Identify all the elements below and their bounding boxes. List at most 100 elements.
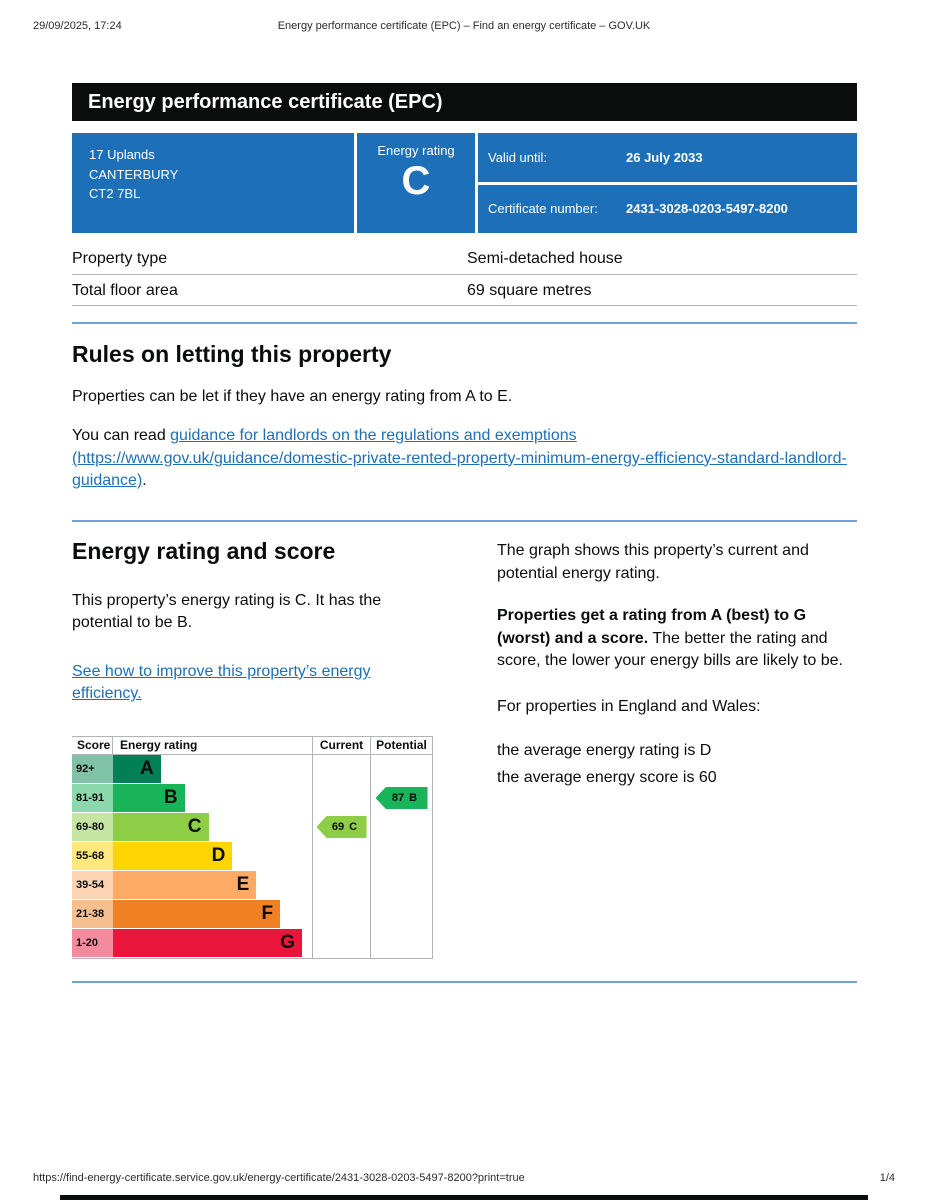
current-letter: C — [349, 821, 358, 833]
band-bar-area: F — [113, 899, 312, 929]
potential-cell — [370, 870, 432, 900]
epc-band-row-b: 81-91 B 87 B — [72, 783, 432, 813]
rules-heading: Rules on letting this property — [72, 341, 392, 368]
rating-explanation: Properties get a rating from A (best) to… — [497, 605, 857, 672]
average-score-line: the average energy score is 60 — [497, 768, 717, 786]
potential-arrow: 87 B — [375, 787, 428, 809]
valid-until-label: Valid until: — [488, 149, 548, 165]
certificate-summary: 17 Uplands CANTERBURY CT2 7BL Energy rat… — [72, 133, 857, 233]
rating-left-column: Energy rating and score This property’s … — [72, 522, 433, 959]
band-bar-area: G — [113, 928, 312, 958]
potential-score: 87 — [391, 792, 405, 804]
potential-cell — [370, 754, 432, 784]
band-letter: B — [163, 786, 178, 808]
rules-para2-prefix: You can read — [72, 427, 171, 445]
band-bar-area: C — [113, 812, 312, 842]
certificate-number-label: Certificate number: — [488, 201, 598, 217]
next-page-banner-edge — [60, 1195, 868, 1200]
rules-paragraph-2: You can read guidance for landlords on t… — [72, 425, 857, 492]
band-bar: D — [113, 841, 233, 870]
current-cell — [312, 841, 370, 871]
potential-cell — [370, 841, 432, 871]
epc-band-row-f: 21-38 F — [72, 899, 432, 929]
floor-area-value: 69 square metres — [467, 281, 592, 299]
band-score: 55-68 — [72, 841, 113, 871]
current-cell — [312, 928, 370, 958]
band-bar: E — [113, 870, 257, 899]
chart-header-potential: Potential — [370, 736, 432, 754]
certificate-number-row: Certificate number: 2431-3028-0203-5497-… — [478, 184, 857, 233]
potential-cell — [370, 928, 432, 958]
current-score: 69 — [331, 821, 345, 833]
current-arrow: 69 C — [316, 816, 367, 838]
potential-cell — [370, 899, 432, 929]
england-wales-intro: For properties in England and Wales: — [497, 698, 761, 716]
epc-chart-header: Score Energy rating Current Potential — [72, 736, 432, 755]
potential-letter: B — [409, 792, 418, 804]
energy-rating-box: Energy rating C — [357, 133, 475, 233]
band-letter: F — [261, 902, 274, 924]
average-stats: the average energy rating is D the avera… — [497, 737, 857, 791]
band-bar: G — [113, 928, 303, 957]
energy-rating-value: C — [401, 159, 431, 203]
band-score: 81-91 — [72, 783, 113, 813]
section-divider — [72, 520, 857, 523]
epc-band-row-c: 69-80 C 69 C — [72, 812, 432, 842]
average-rating-line: the average energy rating is D — [497, 741, 712, 759]
current-cell — [312, 754, 370, 784]
band-letter: G — [280, 931, 296, 953]
rules-para2-suffix: . — [142, 471, 147, 489]
band-letter: A — [140, 757, 154, 779]
print-footer-url: https://find-energy-certificate.service.… — [33, 1172, 525, 1184]
current-cell — [312, 870, 370, 900]
epc-band-row-d: 55-68 D — [72, 841, 432, 871]
certificate-number-value: 2431-3028-0203-5497-8200 — [626, 201, 788, 217]
valid-until-row: Valid until: 26 July 2033 — [478, 133, 857, 182]
rating-right-column: The graph shows this property’s current … — [497, 522, 857, 958]
property-type-value: Semi-detached house — [467, 250, 623, 267]
epc-band-row-a: 92+ A — [72, 754, 432, 784]
address-line-2: CANTERBURY — [89, 166, 179, 182]
certificate-meta: Valid until: 26 July 2033 Certificate nu… — [478, 133, 857, 233]
potential-cell: 87 B — [370, 783, 432, 813]
chart-header-rating: Energy rating — [120, 738, 198, 752]
band-letter: C — [187, 815, 202, 837]
property-details-table: Property type Semi-detached house Total … — [72, 243, 857, 307]
band-bar: C — [113, 812, 209, 841]
band-bar-area: B — [113, 783, 312, 813]
band-score: 21-38 — [72, 899, 113, 929]
print-datetime: 29/09/2025, 17:24 — [33, 20, 122, 32]
epc-band-row-g: 1-20 G — [72, 928, 432, 958]
band-score: 92+ — [72, 754, 113, 784]
epc-banner: Energy performance certificate (EPC) — [72, 83, 857, 121]
certificate-content: Energy performance certificate (EPC) 17 … — [72, 83, 857, 983]
landlord-guidance-link[interactable]: guidance for landlords on the regulation… — [72, 427, 847, 489]
rating-section: Energy rating and score This property’s … — [72, 522, 857, 959]
table-row: Property type Semi-detached house — [72, 243, 857, 275]
rating-summary-text: This property’s energy rating is C. It h… — [72, 591, 382, 632]
rules-paragraph: Properties can be let if they have an en… — [72, 387, 513, 405]
epc-chart: Score Energy rating Current Potential 92… — [72, 735, 433, 959]
section-divider — [72, 322, 857, 325]
address-line-1: 17 Uplands — [89, 147, 155, 162]
page-title: Energy performance certificate (EPC) — [88, 90, 443, 113]
print-page-number: 1/4 — [879, 1172, 895, 1184]
band-score: 1-20 — [72, 928, 113, 958]
potential-cell — [370, 812, 432, 842]
band-bar-area: E — [113, 870, 312, 900]
epc-band-row-e: 39-54 E — [72, 870, 432, 900]
print-page-title: Energy performance certificate (EPC) – F… — [277, 20, 651, 32]
chart-header-score: Score — [72, 736, 113, 754]
band-bar: B — [113, 783, 185, 812]
improve-paragraph: See how to improve this property’s energ… — [72, 661, 433, 706]
band-letter: D — [211, 844, 226, 866]
energy-rating-label: Energy rating — [377, 143, 455, 158]
valid-until-value: 26 July 2033 — [626, 149, 703, 165]
rating-explanation-bold: Properties get a rating from A (best) to… — [497, 607, 807, 647]
table-row: Total floor area 69 square metres — [72, 275, 857, 307]
graph-description: The graph shows this property’s current … — [497, 542, 809, 582]
print-header: 29/09/2025, 17:24 Energy performance cer… — [0, 20, 928, 34]
improve-efficiency-link[interactable]: See how to improve this property’s energ… — [72, 662, 371, 703]
current-cell — [312, 899, 370, 929]
floor-area-label: Total floor area — [72, 281, 178, 299]
